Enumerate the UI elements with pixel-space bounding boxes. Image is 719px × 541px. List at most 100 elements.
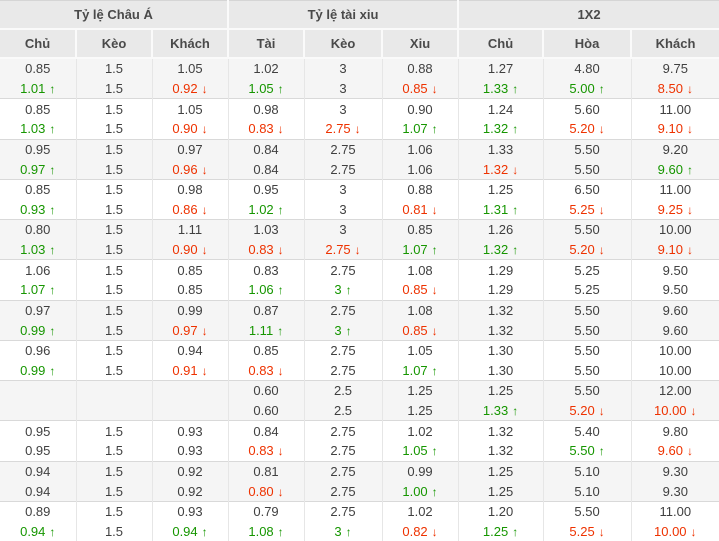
odds-value: 1.5 [104,443,124,459]
trend-down-icon: ↓ [201,122,208,137]
odds-value: 1.5 [104,423,124,439]
odds-value: 1.5 [104,322,124,338]
odds-row: 0.60 2.5 1.25 1.33 ↑ 5.20 ↓ 10.00 ↓ [0,400,719,421]
trend-up-icon: ↑ [277,283,284,298]
odds-cell: 10.00 [631,219,719,240]
odds-cell: 0.93 [152,420,229,442]
odds-cell: 0.96 [0,339,77,361]
odds-value: 1.02 [253,61,279,77]
odds-value: 1.32 [487,302,514,318]
odds-cell: 5.50 [543,219,632,240]
odds-row: 0.93 ↑ 1.5 0.86 ↓ 1.02 ↑ 3 0.81 ↓ 1.31 ↑ 5.25 ↓ 9.25 ↓ [0,199,719,220]
odds-value: 9.10 [657,242,683,258]
odds-cell: 0.81 ↓ [382,199,459,220]
odds-cell: 1.33 ↑ [458,400,544,421]
odds-value: 2.75 [330,302,356,318]
trend-up-icon: ↑ [277,82,284,97]
odds-value: 0.85 [25,182,51,198]
odds-value: 1.25 [487,483,514,499]
odds-cell: 0.60 [228,380,305,401]
trend-down-icon: ↓ [431,323,438,338]
odds-value: 1.05 [177,61,203,77]
odds-value: 0.94 [172,523,198,539]
odds-cell: 0.89 [0,500,77,522]
odds-value: 1.31 [482,201,509,217]
odds-value: 0.83 [248,362,274,378]
odds-cell: 11.00 [631,98,719,120]
odds-value: 0.82 [402,523,428,539]
odds-value: 0.93 [177,423,203,439]
odds-value: 0.88 [407,61,433,77]
odds-cell: 5.10 [543,460,632,482]
odds-cell: 1.5 [76,199,153,220]
odds-cell: 0.85 [0,57,77,79]
odds-cell: 5.50 [543,320,632,341]
odds-cell: 9.30 [631,481,719,502]
trend-up-icon: ↑ [277,202,284,217]
trend-up-icon: ↑ [49,243,56,258]
odds-cell: 3 ↑ [304,320,383,341]
odds-cell: 10.00 ↓ [631,400,719,421]
trend-down-icon: ↓ [598,524,605,539]
odds-value: 9.10 [657,121,683,137]
odds-value: 1.07 [20,282,46,298]
trend-down-icon: ↓ [598,202,605,217]
odds-value: 4.80 [574,61,600,77]
trend-up-icon: ↑ [277,524,284,539]
odds-cell: 5.40 [543,420,632,442]
odds-cell: 1.25 ↑ [458,521,544,541]
trend-up-icon: ↑ [431,363,438,378]
odds-cell: 1.07 ↑ [382,360,459,381]
odds-cell: 1.5 [76,299,153,321]
group-header-1x2: 1X2 [458,0,719,30]
odds-cell: 1.02 [228,57,305,79]
odds-cell: 1.5 [76,57,153,79]
odds-cell: 5.50 [543,380,632,401]
odds-cell: 1.26 [458,219,544,240]
odds-value: 5.25 [574,282,600,298]
odds-value: 1.06 [407,141,433,157]
odds-cell: 1.06 [382,159,459,180]
odds-value: 9.20 [662,141,688,157]
odds-cell: 0.98 [152,178,229,200]
odds-value: 0.99 [20,362,46,378]
odds-value: 1.20 [487,504,514,520]
odds-value: 2.75 [330,141,356,157]
odds-value: 0.85 [177,262,203,278]
odds-value: 3 [339,61,347,77]
odds-cell: 1.05 ↑ [228,78,305,99]
trend-down-icon: ↓ [431,202,438,217]
odds-cell: 0.83 [228,259,305,281]
odds-value: 1.33 [482,81,509,97]
odds-cell: 6.50 [543,178,632,200]
odds-value: 0.83 [248,121,274,137]
odds-cell: 0.90 [382,98,459,120]
odds-cell: 1.24 [458,98,544,120]
trend-down-icon: ↓ [686,444,693,459]
odds-row: 0.89 1.5 0.93 0.79 2.75 1.02 1.20 5.50 11.00 [0,500,719,522]
odds-cell: 3 ↑ [304,521,383,541]
trend-up-icon: ↑ [49,283,56,298]
odds-value: 1.32 [487,423,514,439]
odds-cell: 2.75 ↓ [304,239,383,260]
odds-value: 5.50 [574,161,600,177]
odds-cell: 11.00 [631,500,719,522]
col-header-line-over-under: Kèo [304,29,384,59]
trend-down-icon: ↓ [598,122,605,137]
odds-value: 0.85 [25,61,51,77]
odds-cell: 0.99 ↑ [0,320,77,341]
odds-value: 0.97 [25,302,51,318]
odds-cell: 3 [304,57,383,79]
odds-value: 0.85 [253,343,279,359]
odds-cell [152,400,229,421]
col-header-handicap-asian: Kèo [76,29,153,59]
trend-up-icon: ↑ [431,243,438,258]
group-header-row: Tỷ lệ Châu Á Tỷ lệ tài xiu 1X2 [0,0,719,30]
odds-cell: 0.81 [228,460,305,482]
trend-down-icon: ↓ [431,82,438,97]
odds-value: 0.94 [25,463,51,479]
odds-value: 0.89 [25,504,51,520]
odds-cell: 1.02 ↑ [228,199,305,220]
odds-value: 0.60 [253,403,279,419]
odds-row: 1.01 ↑ 1.5 0.92 ↓ 1.05 ↑ 3 0.85 ↓ 1.33 ↑ 5.00 ↑ 8.50 ↓ [0,78,719,99]
